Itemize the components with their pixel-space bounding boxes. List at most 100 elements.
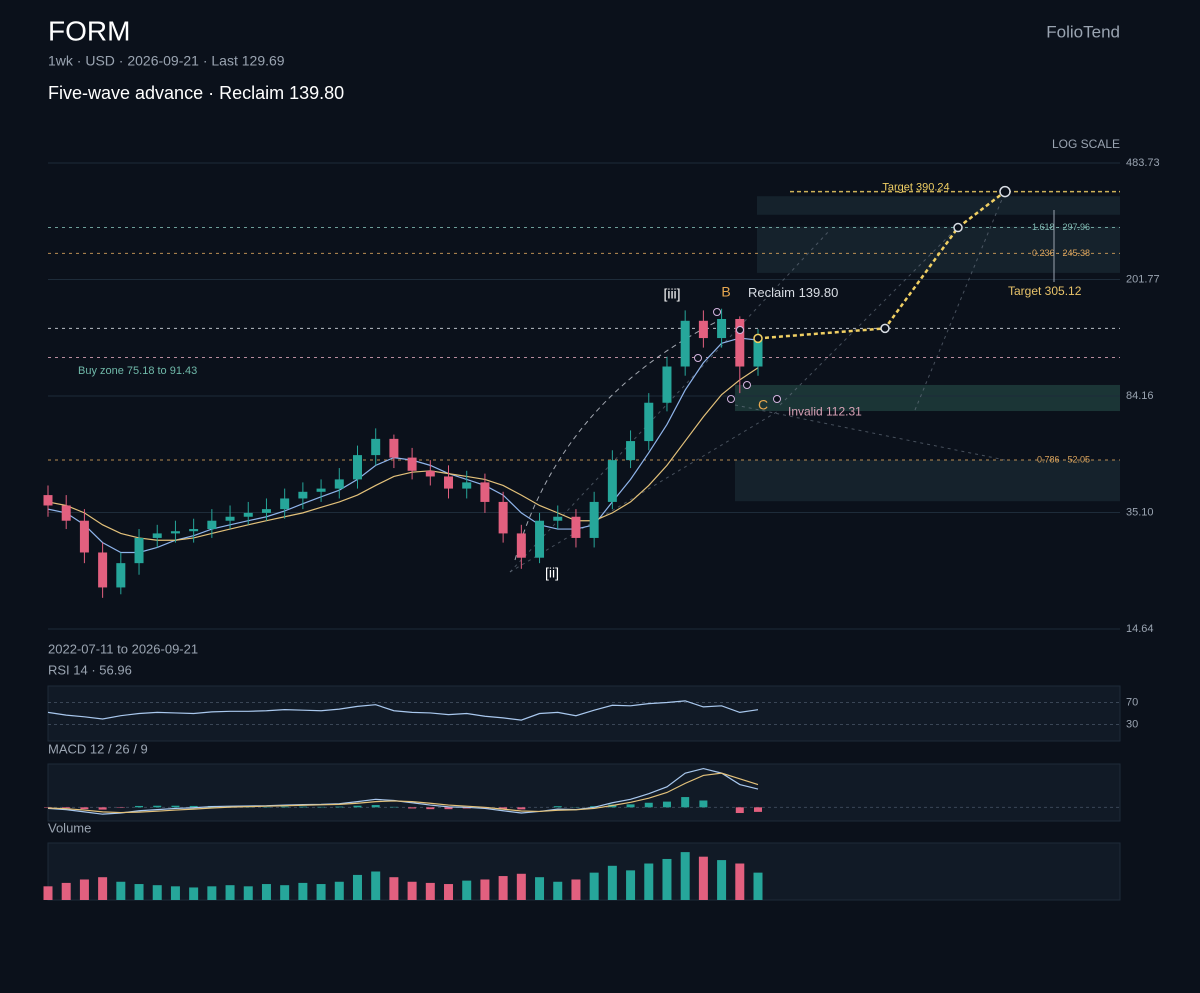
candle-body — [316, 488, 326, 492]
signal-line — [47, 772, 759, 814]
macd-hist — [80, 807, 89, 810]
candle-body — [43, 495, 53, 506]
macd-hist — [553, 806, 562, 808]
wave-arc — [514, 319, 721, 561]
volume-bar — [462, 880, 472, 900]
wave-label: [ii] — [545, 565, 559, 581]
macd-hist — [754, 807, 762, 812]
candle-body — [607, 460, 617, 502]
volume-bar — [207, 886, 217, 900]
projection-path — [757, 190, 1006, 340]
macd-hist — [644, 802, 653, 808]
candle-body — [698, 320, 708, 339]
pivot — [743, 381, 751, 389]
candle-body — [680, 320, 690, 367]
wave-label: C — [758, 397, 768, 413]
volume-bar — [535, 877, 545, 900]
candle-body — [116, 563, 126, 588]
zone — [757, 196, 1120, 215]
candle-body — [425, 470, 435, 477]
macd-hist — [353, 805, 362, 808]
volume-bar — [116, 881, 126, 900]
candle-body — [371, 438, 381, 456]
candle-body — [498, 501, 508, 534]
candle-body — [571, 516, 581, 538]
rsi-line — [47, 700, 759, 721]
target-label: Target 305.12 — [1008, 284, 1082, 298]
macd-hist — [62, 807, 71, 809]
candle-body — [170, 531, 180, 534]
chart-subtitle: 1wk · USD · 2026-09-21 · Last 129.69 — [48, 53, 285, 69]
candle-body — [352, 455, 362, 480]
level-label: Invalid 112.31 — [788, 405, 862, 419]
macd-hist — [371, 805, 380, 808]
candle-body — [261, 509, 271, 513]
volume-bar — [444, 884, 454, 900]
candle-body — [243, 512, 253, 517]
volume-bar — [61, 882, 71, 900]
candle-body — [189, 529, 199, 532]
candle-body — [516, 533, 526, 558]
volume-bar — [644, 863, 654, 900]
level-label: Reclaim 139.80 — [748, 285, 838, 300]
volume-bar — [717, 860, 727, 900]
candle-body — [98, 552, 108, 588]
moving-average — [47, 367, 759, 541]
candle-body — [225, 516, 235, 521]
volume-bar — [407, 881, 417, 900]
volume-bar — [735, 863, 745, 900]
macd-hist — [662, 801, 671, 808]
candle-body — [662, 366, 672, 403]
projection-node — [753, 333, 763, 344]
macd-hist — [626, 804, 635, 808]
macd-hist — [408, 807, 417, 809]
volume-bar — [79, 879, 89, 900]
volume-bar — [389, 877, 399, 900]
brand: FolioTend — [1046, 22, 1120, 41]
volume-bar — [753, 872, 763, 900]
guide-line — [914, 191, 1006, 411]
candle-body — [152, 533, 162, 538]
projection-node — [999, 185, 1011, 198]
macd-hist — [681, 797, 690, 808]
level-label: 0.236 · 245.38 — [1032, 248, 1090, 258]
y-tick-label: 84.16 — [1126, 390, 1154, 402]
volume-bar — [498, 876, 508, 900]
pivot — [736, 326, 744, 334]
candle-body — [61, 505, 71, 521]
macd-panel — [47, 763, 1121, 822]
buy-zone-label: Buy zone 75.18 to 91.43 — [78, 365, 197, 377]
candle-body — [644, 402, 654, 442]
macd-hist — [735, 807, 744, 814]
candle-body — [444, 476, 454, 489]
macd-hist — [153, 805, 162, 808]
volume-bar — [352, 874, 362, 900]
macd-hist — [280, 806, 289, 808]
volume-bar — [626, 870, 636, 900]
zone — [735, 460, 1120, 502]
macd-hist — [499, 807, 508, 809]
macd-hist — [135, 805, 144, 808]
candle-body — [298, 491, 308, 499]
projection-node — [880, 323, 890, 334]
volume-bar — [243, 886, 253, 900]
macd-title: MACD 12 / 26 / 9 — [48, 741, 148, 756]
candle-body — [334, 479, 344, 489]
candle-body — [626, 441, 636, 461]
y-tick-label: 483.73 — [1126, 157, 1160, 169]
macd-hist — [189, 805, 198, 808]
candle-body — [717, 318, 727, 339]
volume-bar — [571, 879, 581, 900]
candle-body — [535, 520, 545, 558]
rsi-tick-label: 30 — [1126, 718, 1138, 730]
moving-average — [47, 337, 759, 554]
volume-bar — [225, 885, 235, 900]
range-label: 2022-07-11 to 2026-09-21 — [48, 641, 198, 656]
y-tick-label: 35.10 — [1126, 506, 1154, 518]
candle-body — [735, 318, 745, 367]
candle-body — [407, 457, 417, 471]
volume-bar — [589, 872, 599, 900]
macd-hist — [517, 807, 526, 810]
candle-body — [79, 520, 89, 553]
